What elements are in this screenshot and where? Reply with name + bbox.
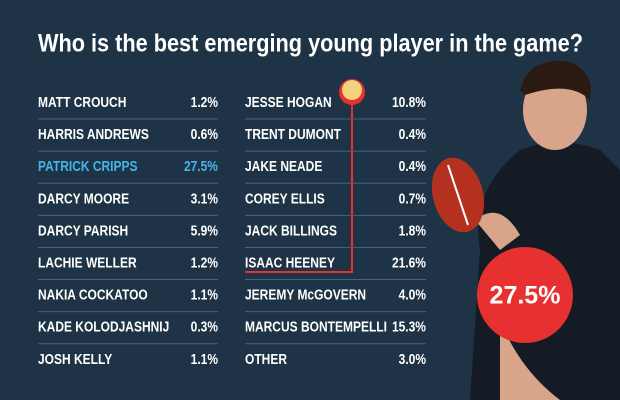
player-name: DARCY PARISH [38,222,128,239]
player-name: LACHIE WELLER [38,254,137,271]
vote-share: 0.4% [399,158,426,175]
vote-share: 21.6% [392,254,426,271]
vote-share: 0.3% [191,318,218,335]
vote-share: 15.3% [392,318,426,335]
player-name: JAKE NEADE [245,158,322,175]
vote-share: 1.1% [191,351,218,368]
vote-share: 0.4% [399,126,426,143]
vote-share: 3.0% [399,351,426,368]
player-name: JOSH KELLY [38,351,112,368]
vote-share: 1.2% [191,254,218,271]
vote-share: 1.1% [191,286,218,303]
player-name: DARCY MOORE [38,190,129,207]
player-name: JEREMY McGOVERN [245,286,366,303]
player-name: TRENT DUMONT [245,126,342,143]
winner-badge-text: 27.5% [490,282,561,310]
player-name: KADE KOLODJASHNIJ [38,318,169,335]
vote-share: 5.9% [191,222,218,239]
vote-share: 1.2% [191,94,218,111]
player-name: PATRICK CRIPPS [38,158,138,175]
player-name: JESSE HOGAN [245,94,332,111]
title: Who is the best emerging young player in… [38,30,583,58]
vote-share: 1.8% [399,222,426,239]
player-name: ISAAC HEENEY [245,254,335,271]
vote-share: 27.5% [184,158,218,175]
player-name: OTHER [245,351,287,368]
vote-share: 0.6% [191,126,218,143]
vote-share: 4.0% [399,286,426,303]
player-name: MATT CROUCH [38,94,126,111]
winner-badge [477,247,573,343]
player-name: COREY ELLIS [245,190,325,207]
vote-share: 0.7% [399,190,426,207]
player-name: HARRIS ANDREWS [38,126,149,143]
connector-line [245,100,353,273]
player-name: JACK BILLINGS [245,222,337,239]
player-name: NAKIA COCKATOO [38,286,148,303]
vote-share: 3.1% [191,190,218,207]
avatar [342,80,362,100]
player-name: MARCUS BONTEMPELLI [245,318,387,335]
vote-share: 10.8% [392,94,426,111]
